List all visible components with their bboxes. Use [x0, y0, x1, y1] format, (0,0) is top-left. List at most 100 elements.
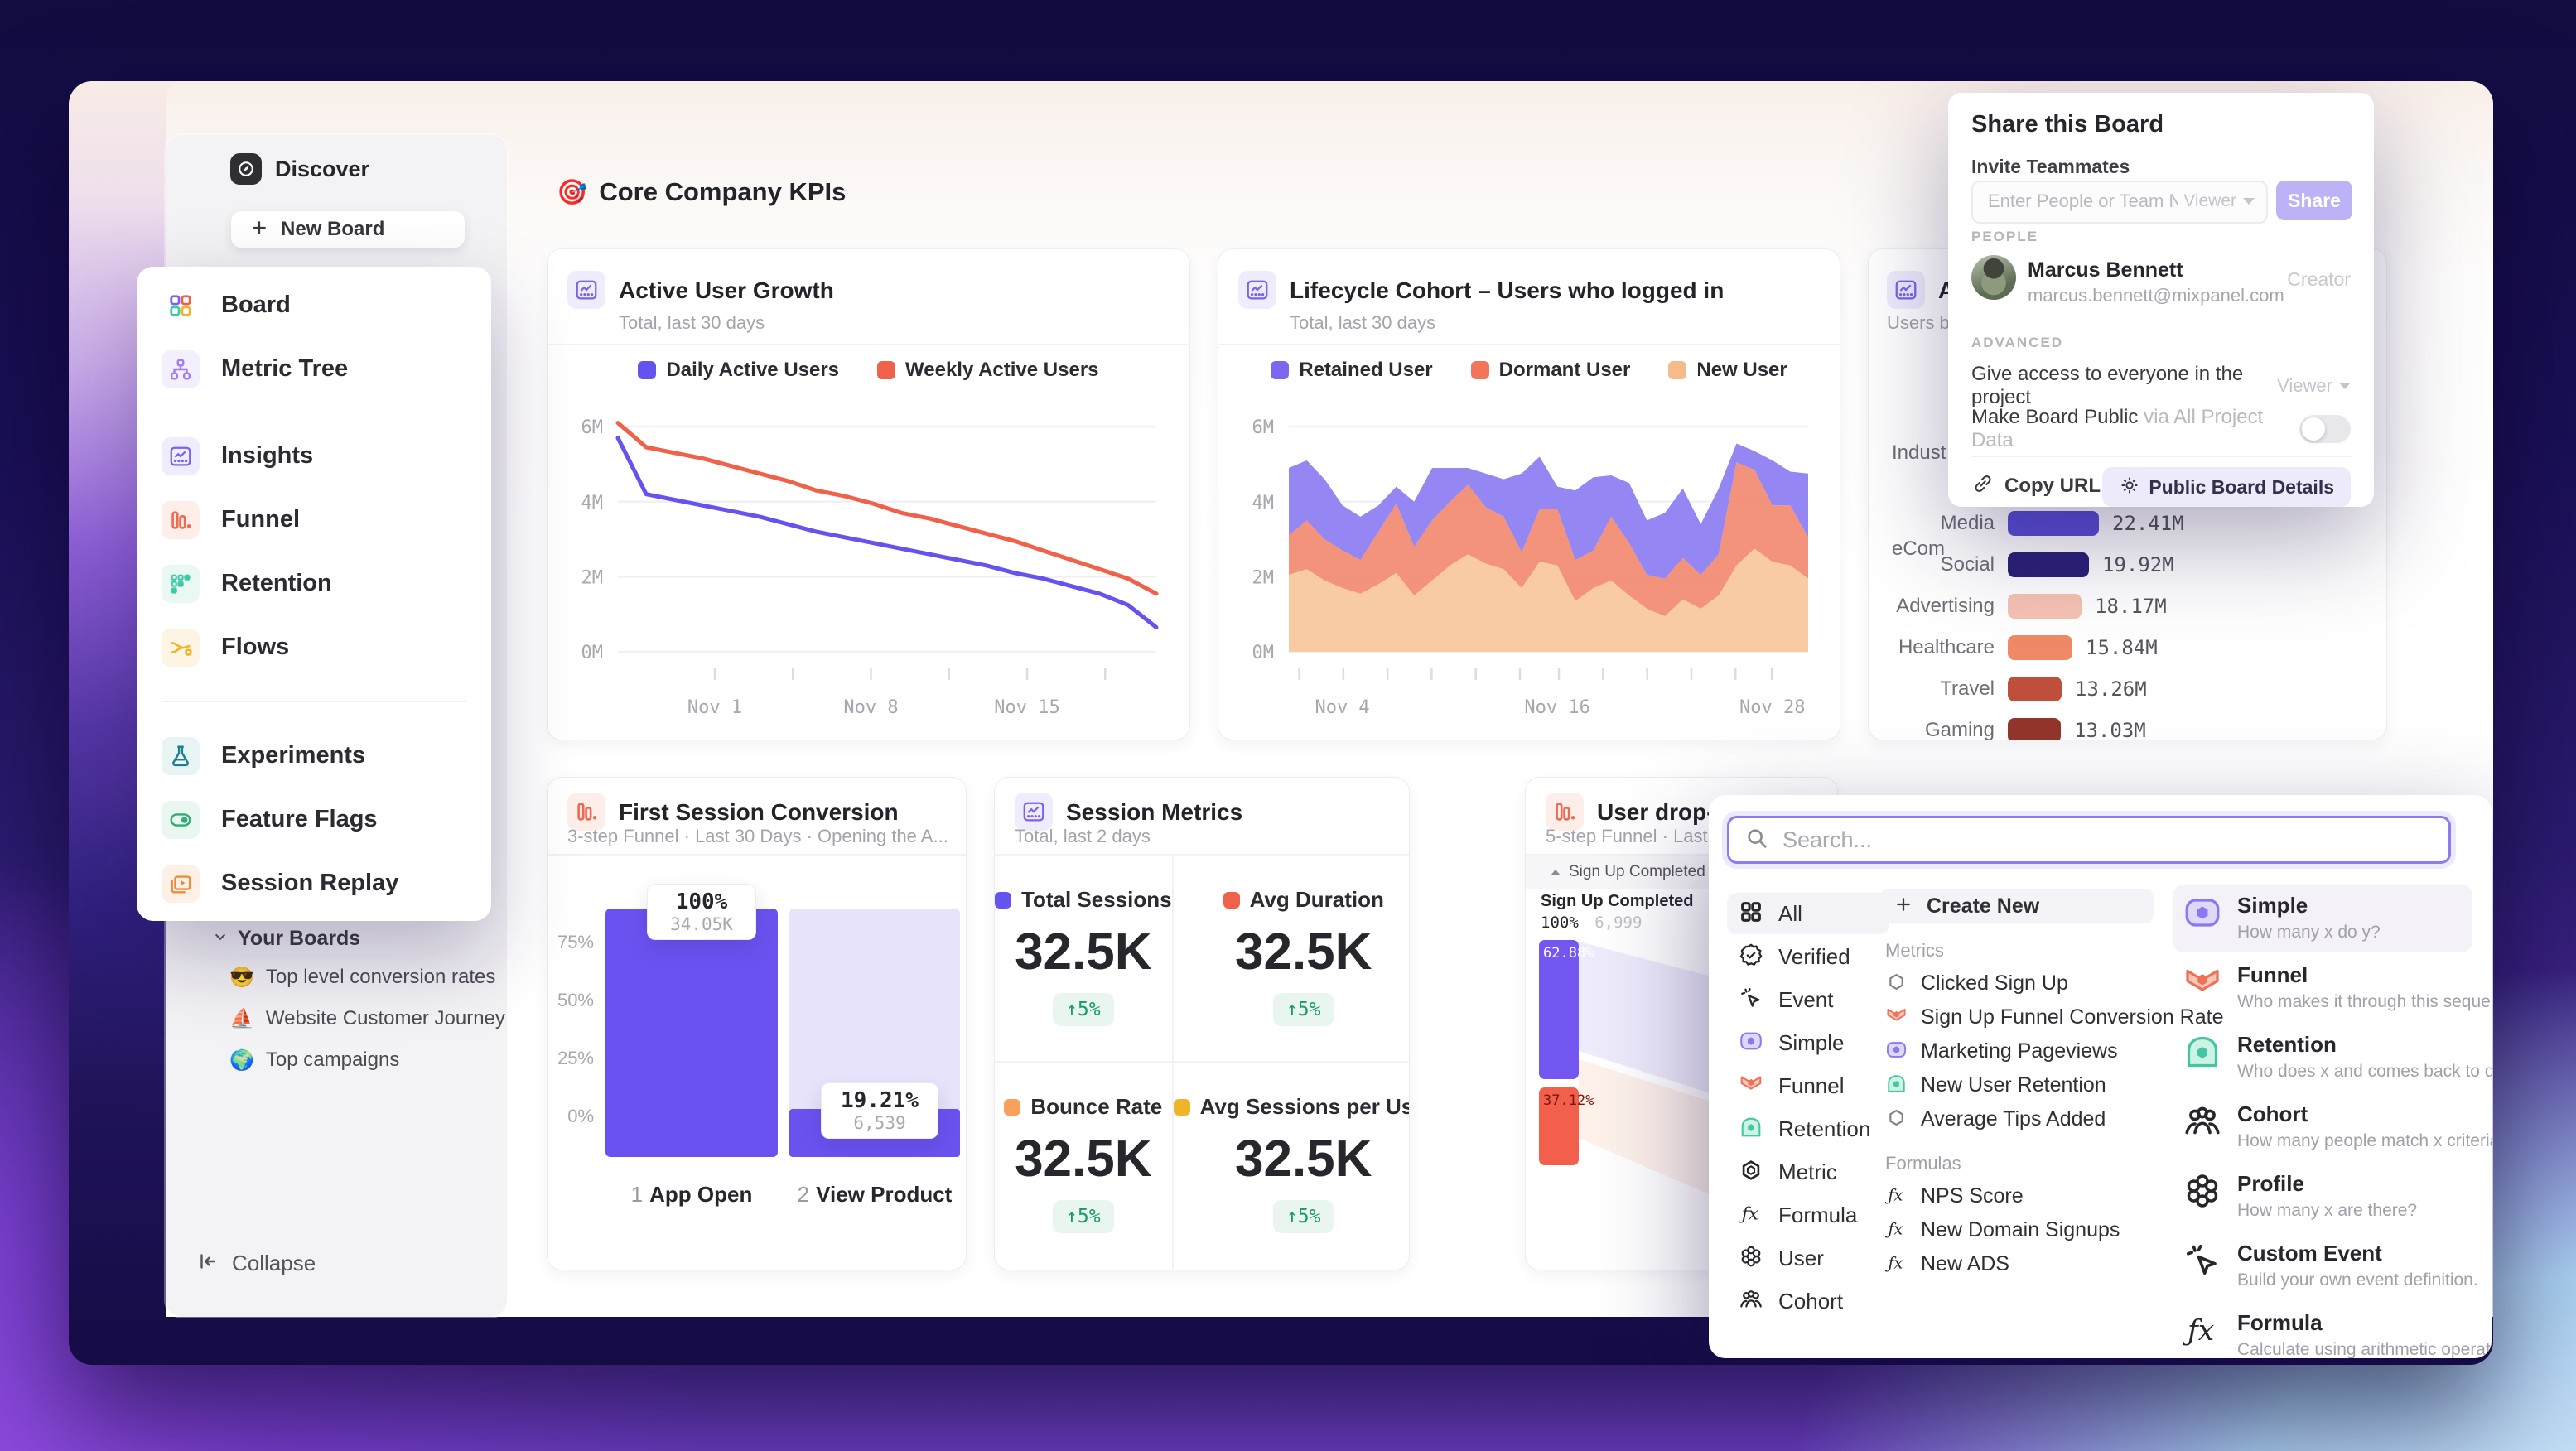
search-category-all[interactable]: All — [1727, 893, 1889, 934]
board-item-top-campaigns[interactable]: 🌍 Top campaigns — [166, 1039, 507, 1081]
category-label: Cohort — [1778, 1288, 1844, 1314]
industry-bar[interactable] — [2008, 677, 2062, 701]
board-item-website-customer-journey[interactable]: ⛵ Website Customer Journey — [166, 998, 507, 1039]
query-type-cohort[interactable]: Cohort How many people match x criteria? — [2173, 1093, 2492, 1161]
metric-delta-badge: ↑5% — [1272, 993, 1334, 1026]
query-type-formula[interactable]: ƒx Formula Calculate using arithmetic oper… — [2173, 1302, 2492, 1358]
simple-icon — [1885, 1039, 1908, 1065]
sidebar-item-funnel[interactable]: Funnel — [137, 488, 491, 552]
query-type-list: Simple How many x do y? Funnel Who makes it… — [2173, 885, 2492, 1358]
search-category-retention[interactable]: Retention — [1727, 1108, 1889, 1150]
funnel-tooltip-step1: 100% 34.05K — [647, 884, 756, 940]
search-result-average-tips-added[interactable]: Average Tips Added — [1880, 1102, 2154, 1136]
industry-bar[interactable] — [2008, 635, 2072, 660]
replay-icon — [162, 864, 200, 903]
board-item-top-level-conversion-rates[interactable]: 😎 Top level conversion rates — [166, 957, 507, 998]
y-axis-label: 25% — [557, 1048, 594, 1068]
industry-bar[interactable] — [2008, 552, 2089, 577]
metric-delta-badge: ↑5% — [1053, 993, 1114, 1026]
new-board-button[interactable]: New Board — [231, 211, 465, 248]
sidebar-item-board[interactable]: Board — [137, 273, 491, 337]
sidebar-item-metric-tree[interactable]: Metric Tree — [137, 337, 491, 401]
access-role-dropdown[interactable]: Viewer — [2277, 375, 2351, 397]
target-emoji-icon: 🎯 — [557, 178, 588, 206]
metric-header: Total Sessions — [995, 887, 1172, 913]
type-title: Cohort — [2237, 1102, 2308, 1126]
query-type-funnel[interactable]: Funnel Who makes it through this sequence… — [2173, 954, 2492, 1022]
discover-header[interactable]: Discover — [166, 153, 369, 185]
sidebar-item-retention[interactable]: Retention — [137, 552, 491, 615]
divider — [1971, 456, 2351, 457]
industry-bar[interactable] — [2008, 718, 2061, 740]
search-category-event[interactable]: Event — [1727, 979, 1889, 1020]
access-label: Give access to everyone in the project — [1971, 363, 2244, 408]
create-new-button[interactable]: Create New — [1880, 889, 2154, 923]
share-button[interactable]: Share — [2276, 181, 2352, 220]
retention-dots-icon — [162, 564, 200, 603]
sidebar-item-flows[interactable]: Flows — [137, 615, 491, 679]
invite-label: Invite Teammates — [1971, 156, 2130, 177]
svg-text:2M: 2M — [581, 567, 604, 588]
industry-bar[interactable] — [2008, 594, 2082, 619]
line-chart[interactable]: 0M 2M 4M 6M Nov 1 Nov 8 Nov 15 — [548, 390, 1189, 730]
type-title: Custom Event — [2237, 1241, 2382, 1265]
sidebar-item-insights[interactable]: Insights — [137, 424, 491, 488]
sidebar-item-feature-flags[interactable]: Feature Flags — [137, 788, 491, 851]
collapse-icon — [195, 1249, 220, 1278]
public-board-details-button[interactable]: Public Board Details — [2102, 467, 2351, 507]
search-result-nps-score[interactable]: ƒx NPS Score — [1880, 1179, 2154, 1213]
copy-url-button[interactable]: Copy URL — [1971, 472, 2101, 499]
card-header: Session Metrics — [995, 778, 1409, 854]
create-new-label: Create New — [1927, 894, 2040, 918]
public-toggle[interactable] — [2299, 415, 2351, 443]
user-flower-icon — [2183, 1171, 2222, 1215]
search-result-new-ads[interactable]: ƒx New ADS — [1880, 1247, 2154, 1281]
search-category-formula[interactable]: ƒx Formula — [1727, 1194, 1889, 1236]
search-category-cohort[interactable]: Cohort — [1727, 1280, 1889, 1322]
insights-icon — [1015, 793, 1053, 831]
query-type-simple[interactable]: Simple How many x do y? — [2173, 885, 2472, 952]
industry-value: 13.03M — [2074, 719, 2146, 740]
search-result-new-domain-signups[interactable]: ƒx New Domain Signups — [1880, 1213, 2154, 1247]
search-result-marketing-pageviews[interactable]: Marketing Pageviews — [1880, 1034, 2154, 1068]
board-icon — [162, 287, 200, 325]
search-result-new-user-retention[interactable]: New User Retention — [1880, 1068, 2154, 1102]
chart-legend: Retained User Dormant User New User — [1218, 359, 1840, 382]
sidebar-item-experiments[interactable]: Experiments — [137, 724, 491, 788]
invite-input[interactable] — [1986, 182, 2180, 220]
query-type-custom-event[interactable]: Custom Event Build your own event definit… — [2173, 1232, 2478, 1300]
invite-input-wrap: Viewer — [1971, 181, 2268, 224]
search-input[interactable] — [1781, 826, 2448, 854]
search-result-clicked-sign-up[interactable]: Clicked Sign Up — [1880, 967, 2154, 1000]
search-category-funnel[interactable]: Funnel — [1727, 1065, 1889, 1106]
formula-icon: ƒx — [1739, 1201, 1763, 1230]
search-category-verified[interactable]: Verified — [1727, 936, 1889, 977]
funnel-bars-icon — [162, 500, 200, 539]
your-boards-header[interactable]: Your Boards — [166, 920, 507, 957]
search-category-simple[interactable]: Simple — [1727, 1022, 1889, 1063]
plus-icon — [1893, 894, 1913, 918]
page-title: 🎯 Core Company KPIs — [557, 177, 846, 207]
query-type-retention[interactable]: Retention Who does x and comes back to do… — [2173, 1024, 2492, 1092]
search-icon — [1744, 826, 1769, 855]
metric-cell-avg-sessions-per-user: Avg Sessions per User 32.5K ↑5% — [1173, 1063, 1409, 1270]
stacked-area-chart[interactable]: 0M 2M 4M 6M Nov 4 Nov 16 Nov 28 — [1218, 390, 1840, 730]
search-category-metric[interactable]: Metric — [1727, 1151, 1889, 1193]
search-category-user[interactable]: User — [1727, 1237, 1889, 1279]
sidebar-item-session-replay[interactable]: Session Replay — [137, 851, 491, 915]
step-number: 2 — [797, 1182, 810, 1207]
category-label: All — [1778, 900, 1802, 926]
query-type-profile[interactable]: Profile How many x are there? — [2173, 1163, 2472, 1231]
industry-bar[interactable] — [2008, 511, 2099, 536]
type-title: Retention — [2237, 1032, 2337, 1057]
type-text: Funnel Who makes it through this sequence… — [2237, 962, 2492, 1012]
invite-role-dropdown[interactable]: Viewer — [2183, 191, 2255, 211]
dropoff-bar-converted[interactable]: 62.88% — [1539, 940, 1594, 1079]
type-text: Profile How many x are there? — [2237, 1171, 2417, 1221]
search-result-sign-up-funnel-conversion-rate[interactable]: Sign Up Funnel Conversion Rate — [1880, 1000, 2223, 1034]
collapse-button[interactable]: Collapse — [195, 1249, 316, 1278]
dropoff-bar-dropped[interactable]: 37.12% — [1539, 1087, 1594, 1165]
funnel-bar-step1[interactable] — [605, 909, 778, 1157]
legend-label: New User — [1696, 359, 1787, 381]
svg-text:6M: 6M — [581, 417, 604, 438]
